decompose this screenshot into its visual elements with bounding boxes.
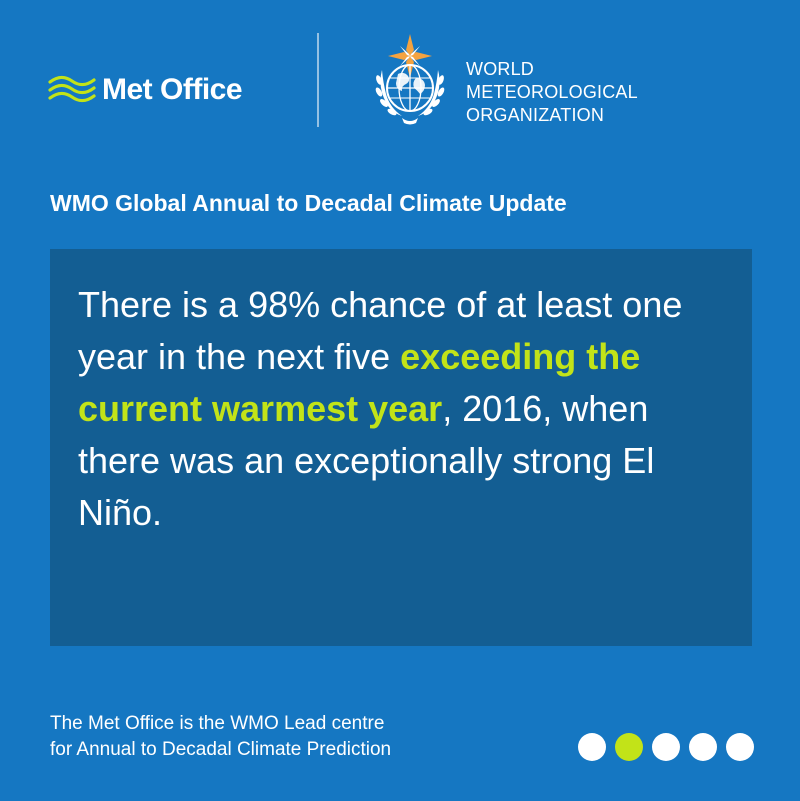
page-title: WMO Global Annual to Decadal Climate Upd… xyxy=(50,190,567,216)
logo-divider xyxy=(317,33,319,127)
pager-dot-active[interactable] xyxy=(615,733,643,761)
met-office-wordmark: Met Office xyxy=(102,73,243,106)
wmo-organization-name: WORLD METEOROLOGICAL ORGANIZATION xyxy=(466,58,638,127)
message-text-part1: There is a 98% chance of at least one ye… xyxy=(78,284,683,377)
wmo-name-line: METEOROLOGICAL xyxy=(466,82,638,102)
laurel-wreath-icon xyxy=(375,70,445,125)
footer-note-line: for Annual to Decadal Climate Prediction xyxy=(50,739,392,760)
pager-dot[interactable] xyxy=(689,733,717,761)
carousel-pager xyxy=(578,733,754,761)
message-text-part2: , 2016, when there was an exceptionally … xyxy=(78,388,655,533)
met-office-logo: Met Office xyxy=(48,70,243,110)
met-office-waves-icon xyxy=(48,75,96,103)
wmo-emblem-icon xyxy=(375,34,445,125)
globe-icon xyxy=(386,64,434,112)
footer-note-line: The Met Office is the WMO Lead centre xyxy=(50,713,385,734)
wmo-name-line: ORGANIZATION xyxy=(466,105,605,125)
pager-dot[interactable] xyxy=(652,733,680,761)
pager-dot[interactable] xyxy=(726,733,754,761)
message-highlight: exceeding the current warmest year xyxy=(78,336,641,429)
pager-dot[interactable] xyxy=(578,733,606,761)
headline-message: There is a 98% chance of at least one ye… xyxy=(78,279,738,539)
wmo-name-line: WORLD xyxy=(466,59,534,79)
footer-note: The Met Office is the WMO Lead centre fo… xyxy=(50,711,391,763)
message-panel: There is a 98% chance of at least one ye… xyxy=(50,249,752,646)
